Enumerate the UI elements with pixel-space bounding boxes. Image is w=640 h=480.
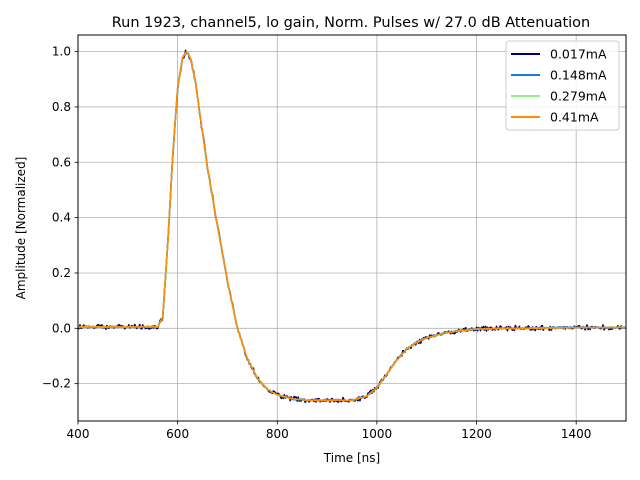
x-tick-label: 800 bbox=[266, 427, 289, 441]
legend-box bbox=[505, 40, 620, 131]
series-line-0.41mA bbox=[77, 50, 627, 402]
x-tick-label: 1200 bbox=[461, 427, 492, 441]
y-tick-label: 0.0 bbox=[52, 321, 71, 335]
plot-frame bbox=[77, 34, 627, 422]
x-tick-label: 600 bbox=[166, 427, 189, 441]
series-group bbox=[77, 49, 627, 404]
legend: 0.017mA 0.148mA 0.279mA 0.41mA bbox=[505, 40, 620, 131]
legend-label: 0.41mA bbox=[550, 110, 599, 125]
legend-label: 0.279mA bbox=[550, 89, 607, 104]
y-axis-label: Amplitude [Normalized] bbox=[14, 157, 28, 300]
y-tick-label: 0.6 bbox=[52, 155, 71, 169]
grid-lines bbox=[77, 35, 626, 421]
x-axis-label: Time [ns] bbox=[323, 451, 380, 465]
y-tick-label: −0.2 bbox=[42, 377, 71, 391]
x-axis: 400 600 800 1000 1200 1400 bbox=[67, 421, 592, 441]
y-axis: −0.2 0.0 0.2 0.4 0.6 0.8 1.0 bbox=[42, 45, 78, 391]
y-tick-label: 1.0 bbox=[52, 45, 71, 59]
legend-label: 0.017mA bbox=[550, 47, 607, 62]
legend-label: 0.148mA bbox=[550, 68, 607, 83]
x-tick-label: 1000 bbox=[362, 427, 393, 441]
x-tick-label: 400 bbox=[67, 427, 90, 441]
x-tick-label: 1400 bbox=[561, 427, 592, 441]
y-tick-label: 0.4 bbox=[52, 211, 71, 225]
chart-title: Run 1923, channel5, lo gain, Norm. Pulse… bbox=[112, 15, 591, 31]
y-tick-label: 0.8 bbox=[52, 100, 71, 114]
y-tick-label: 0.2 bbox=[52, 266, 71, 280]
